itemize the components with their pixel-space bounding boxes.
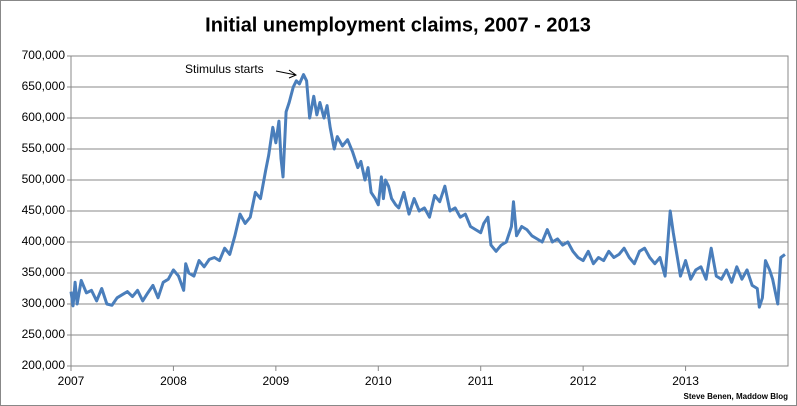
data-line <box>69 73 786 309</box>
y-tick-label: 200,000 <box>22 358 66 372</box>
annotation-arrow <box>275 69 298 79</box>
plot-border <box>70 55 789 367</box>
y-tick-label: 250,000 <box>22 327 66 341</box>
y-tick-label: 400,000 <box>22 234 66 248</box>
x-tick-label: 2013 <box>672 374 699 388</box>
x-tick-label: 2007 <box>58 374 85 388</box>
y-tick-label: 550,000 <box>22 141 66 155</box>
x-tick-label: 2012 <box>570 374 597 388</box>
y-tick-label: 450,000 <box>22 203 66 217</box>
y-tick-label: 700,000 <box>22 48 66 62</box>
annotation: Stimulus starts <box>185 62 264 76</box>
x-tick-label: 2008 <box>160 374 187 388</box>
x-tick-label: 2011 <box>468 374 494 388</box>
y-tick-label: 650,000 <box>22 79 66 93</box>
chart-title: Initial unemployment claims, 2007 - 2013 <box>205 14 591 36</box>
y-tick-label: 600,000 <box>22 110 66 124</box>
y-tick-label: 500,000 <box>22 172 66 186</box>
y-tick-label: 300,000 <box>22 296 66 310</box>
y-tick-label: 350,000 <box>22 265 66 279</box>
source: Steve Benen, Maddow Blog <box>684 392 789 401</box>
x-tick-label: 2010 <box>365 374 392 388</box>
x-tick-label: 2009 <box>263 374 290 388</box>
